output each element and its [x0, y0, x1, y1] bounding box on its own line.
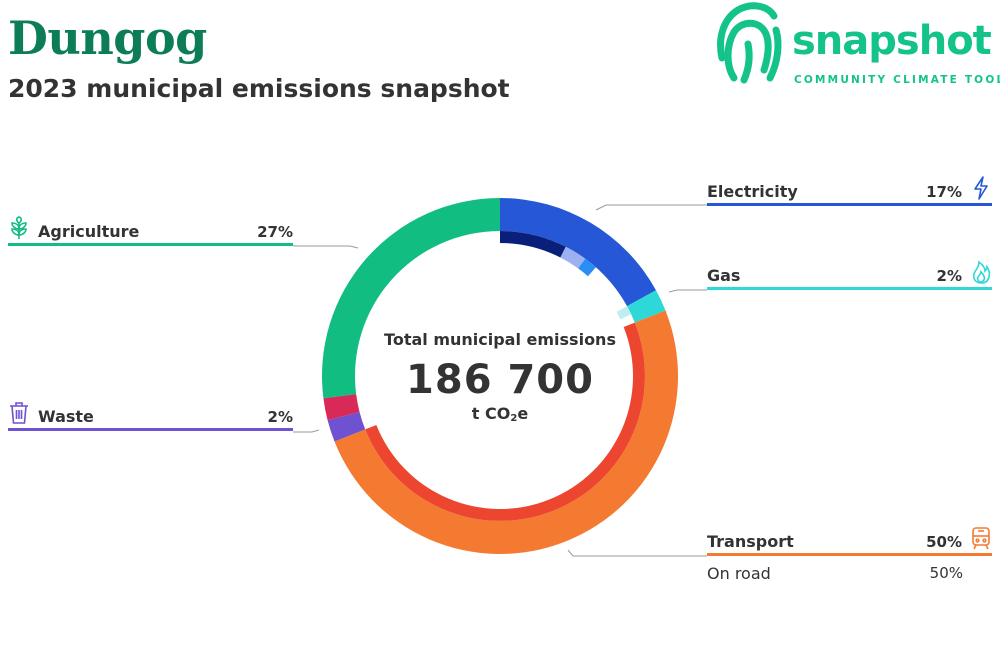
- flame-icon: [972, 260, 991, 284]
- slice-unlabelled: [323, 394, 360, 421]
- sub-legend-label: On road: [707, 564, 771, 583]
- legend-transport-on-road: On road 50%: [707, 562, 963, 586]
- slice-transport: [334, 310, 678, 555]
- unit-subscript: 2: [510, 413, 518, 424]
- unit-main: t CO: [471, 404, 511, 423]
- slice-electricity: [500, 198, 656, 307]
- legend-label: Electricity: [707, 182, 798, 201]
- total-value: 186 700: [406, 357, 594, 403]
- legend-rule: [707, 203, 992, 206]
- sub-legend-percent: 50%: [929, 564, 963, 582]
- legend-electricity: Electricity 17%: [707, 176, 992, 206]
- slice-agriculture: [322, 198, 500, 399]
- page-title: Dungog: [8, 11, 207, 65]
- leader-line: [668, 289, 707, 293]
- legend-rule: [8, 428, 293, 431]
- chart-center: Total municipal emissions 186 700 t CO2e: [340, 330, 660, 427]
- bin-icon: [10, 402, 28, 424]
- sub-slice-electricity: [500, 231, 566, 258]
- wheat-icon: [11, 216, 27, 239]
- slice-gas: [627, 290, 666, 323]
- legend-percent: 50%: [926, 533, 962, 551]
- page-subtitle: 2023 municipal emissions snapshot: [8, 74, 510, 103]
- legend-rule: [707, 553, 992, 556]
- logo-wordmark: snapshot: [792, 18, 992, 64]
- lightning-icon: [974, 176, 988, 200]
- leader-line: [293, 245, 359, 249]
- slice-waste: [327, 412, 366, 442]
- legend-percent: 27%: [257, 223, 293, 241]
- total-label: Total municipal emissions: [384, 330, 616, 349]
- legend-percent: 17%: [926, 183, 962, 201]
- fingerprint-icon: [717, 2, 782, 84]
- leader-line: [567, 549, 707, 557]
- legend-rule: [707, 287, 992, 290]
- unit-end: e: [517, 404, 529, 423]
- legend-percent: 2%: [267, 408, 293, 426]
- legend-transport: Transport 50%: [707, 527, 992, 556]
- legend-label: Agriculture: [38, 222, 140, 241]
- snapshot-logo: snapshot COMMUNITY CLIMATE TOOL: [712, 0, 1000, 90]
- legend-rule: [8, 243, 293, 246]
- train-icon: [972, 527, 990, 550]
- legend-percent: 2%: [936, 267, 962, 285]
- legend-label: Waste: [38, 407, 94, 426]
- sub-slice-electricity: [560, 246, 586, 269]
- sub-slice-electricity: [578, 258, 596, 277]
- sub-slice-gas: [616, 306, 632, 320]
- legend-agriculture: Agriculture 27%: [8, 216, 293, 246]
- legend-gas: Gas 2%: [707, 260, 992, 290]
- total-unit: t CO2e: [340, 406, 660, 427]
- legend-label: Transport: [707, 532, 794, 551]
- legend-waste: Waste 2%: [8, 402, 293, 431]
- logo-tagline: COMMUNITY CLIMATE TOOL: [794, 74, 1000, 86]
- legend-label: Gas: [707, 266, 741, 285]
- leader-line: [595, 204, 707, 211]
- leader-line: [293, 429, 320, 433]
